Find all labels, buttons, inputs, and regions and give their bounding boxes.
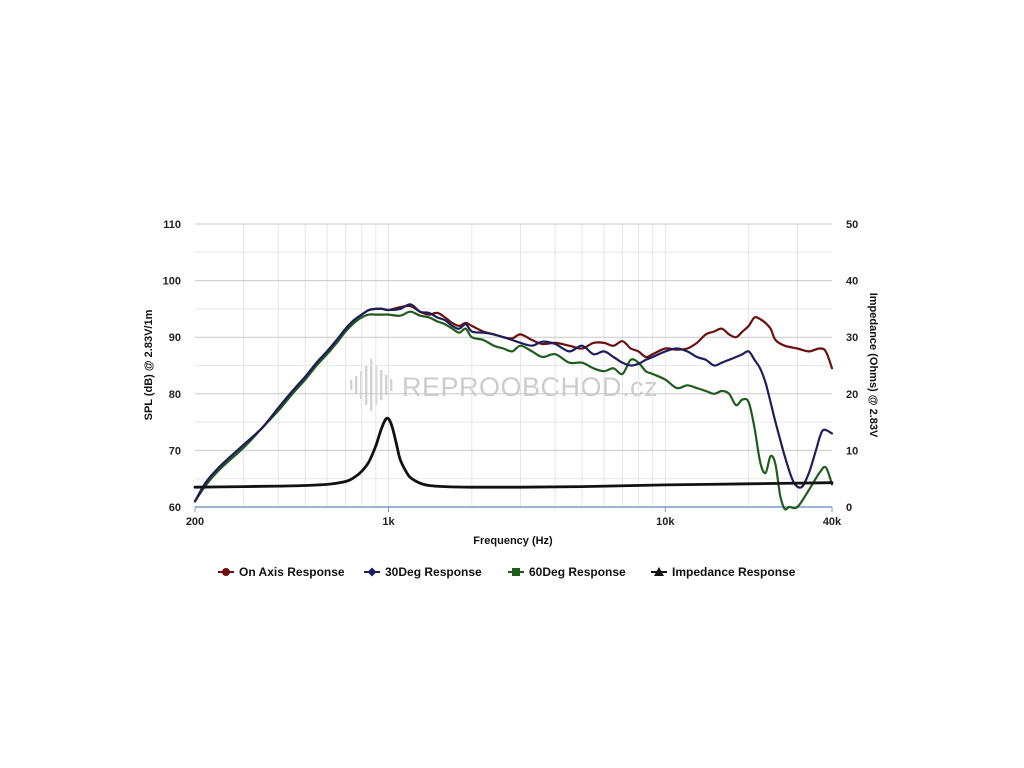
chart-axes: 200 1k 10k 40k 60 70 80 90 100 110 0 10 20 30 40 50 [163, 219, 859, 528]
series-line-60deg-response [193, 310, 834, 511]
wave-bar [390, 379, 393, 391]
y2-tick-label: 10 [846, 445, 858, 457]
y-axis-title: SPL (dB) @ 2.83V/1m [143, 309, 155, 420]
wave-bar [385, 375, 388, 395]
legend-item-impedance-response: Impedance Response [651, 565, 796, 579]
watermark: REPROOBCHOD.cz [350, 359, 658, 411]
wave-bar [365, 365, 368, 405]
series-line-on-axis-response [193, 304, 834, 503]
x-tick-label: 40k [823, 516, 842, 528]
legend-label: On Axis Response [239, 565, 345, 579]
y-tick-label: 110 [163, 219, 181, 231]
y-tick-label: 100 [163, 276, 181, 288]
series-line-impedance-response [193, 416, 834, 489]
y-tick-label: 80 [169, 389, 181, 401]
sound-wave-icon [350, 359, 393, 411]
legend-label: Impedance Response [672, 565, 796, 579]
y2-tick-label: 30 [846, 332, 858, 344]
chart-series [193, 303, 834, 511]
legend-item-30deg-response: 30Deg Response [364, 565, 482, 579]
legend-item-on-axis-response: On Axis Response [218, 565, 345, 579]
watermark-text: REPROOBCHOD.cz [402, 372, 658, 402]
chart-legend: On Axis Response 30Deg Response 60Deg Resp… [218, 565, 796, 579]
series-line-30deg-response [193, 303, 834, 503]
legend-label: 30Deg Response [385, 565, 482, 579]
y2-axis-title: Impedance (Ohms) @ 2.83V [867, 293, 879, 438]
y2-tick-label: 50 [846, 219, 858, 231]
legend-marker-circle [222, 568, 230, 576]
wave-bar [380, 370, 383, 400]
x-tick-label: 200 [186, 516, 204, 528]
legend-marker-square [512, 568, 520, 576]
y-tick-label: 70 [169, 445, 181, 457]
x-axis-title: Frequency (Hz) [473, 535, 553, 547]
wave-bar [350, 380, 353, 390]
legend-label: 60Deg Response [529, 565, 626, 579]
y-tick-label: 60 [169, 502, 181, 514]
y2-tick-label: 20 [846, 389, 858, 401]
x-tick-label: 1k [382, 516, 395, 528]
legend-marker-diamond [367, 567, 377, 577]
y-tick-label: 90 [169, 332, 181, 344]
wave-bar [370, 359, 373, 411]
legend-marker-triangle [654, 567, 664, 576]
chart-grid [195, 223, 832, 508]
x-tick-label: 10k [656, 516, 675, 528]
y2-tick-label: 40 [846, 276, 858, 288]
legend-item-60deg-response: 60Deg Response [508, 565, 626, 579]
y2-tick-label: 0 [846, 502, 852, 514]
wave-bar [355, 376, 358, 394]
